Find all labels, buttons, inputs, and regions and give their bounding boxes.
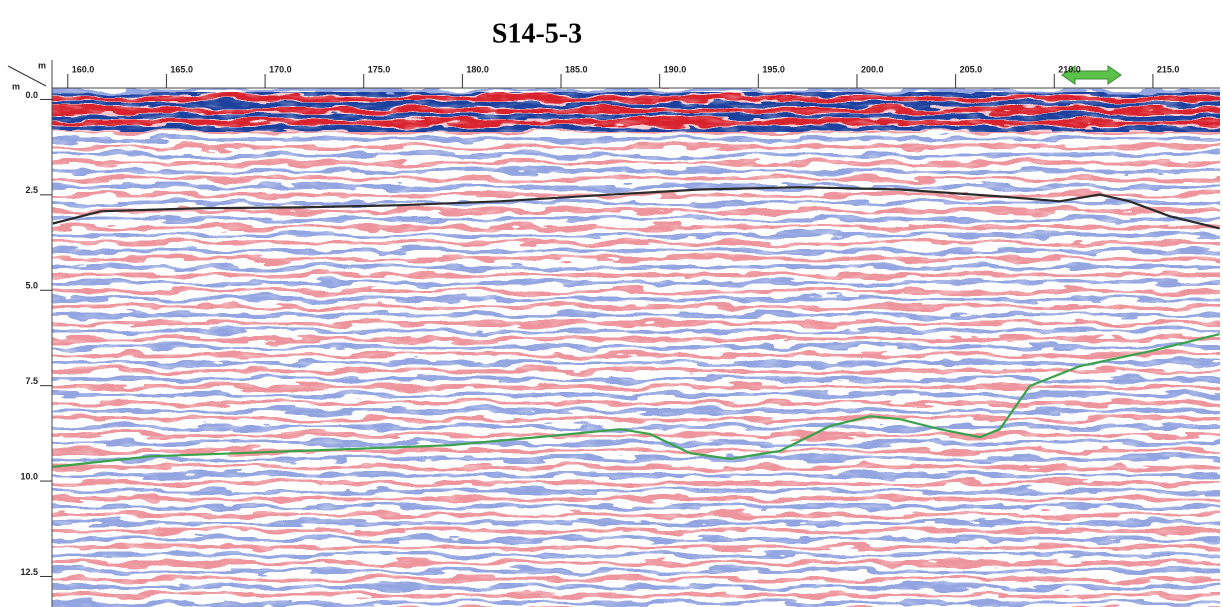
x-tick-label: 205.0	[960, 64, 983, 74]
horizon-line	[52, 333, 1220, 468]
y-tick-label: 5.0	[25, 281, 38, 291]
x-tick-label: 180.0	[466, 64, 489, 74]
x-tick-label: 195.0	[762, 64, 785, 74]
x-unit: m	[38, 60, 46, 70]
x-tick-label: 165.0	[170, 64, 193, 74]
y-tick-label: 12.5	[20, 567, 38, 577]
radargram	[52, 88, 1220, 607]
x-tick-label: 170.0	[269, 64, 292, 74]
horizon-line	[52, 186, 1220, 230]
x-tick-label: 175.0	[368, 64, 391, 74]
x-tick-label: 200.0	[861, 64, 884, 74]
x-tick-label: 215.0	[1157, 64, 1180, 74]
y-tick-label: 10.0	[20, 471, 38, 481]
y-tick-label: 2.5	[25, 185, 38, 195]
y-unit: m	[12, 81, 20, 91]
y-tick-label: 0.0	[25, 90, 38, 100]
arrow	[1061, 65, 1122, 85]
x-tick-label: 185.0	[565, 64, 588, 74]
x-tick-label: 160.0	[72, 64, 95, 74]
x-tick-label: 210.0	[1058, 64, 1081, 74]
y-tick-label: 7.5	[25, 376, 38, 386]
corner-line	[7, 65, 47, 87]
x-tick-label: 190.0	[664, 64, 687, 74]
chart-title: S14-5-3	[492, 18, 582, 49]
